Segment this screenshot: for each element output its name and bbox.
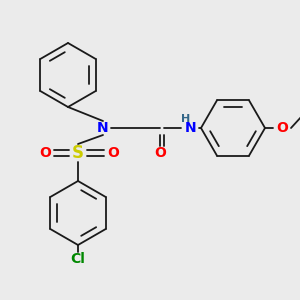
Text: O: O bbox=[107, 146, 119, 160]
Text: O: O bbox=[39, 146, 51, 160]
Text: N: N bbox=[185, 121, 197, 135]
Text: H: H bbox=[182, 114, 190, 124]
Text: S: S bbox=[72, 144, 84, 162]
Text: Cl: Cl bbox=[70, 252, 86, 266]
Text: O: O bbox=[154, 146, 166, 160]
Text: N: N bbox=[97, 121, 109, 135]
Text: O: O bbox=[276, 121, 288, 135]
